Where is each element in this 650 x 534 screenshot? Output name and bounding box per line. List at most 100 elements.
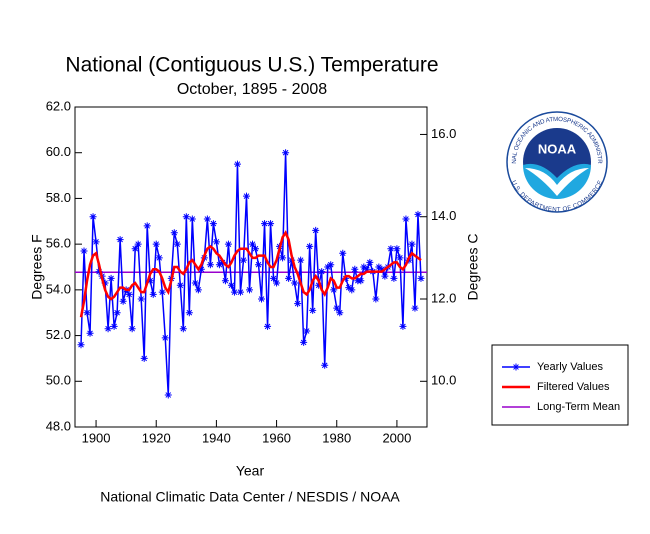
data-point: [348, 286, 356, 294]
data-point: [245, 286, 253, 294]
data-point: [345, 284, 353, 292]
data-point: [236, 288, 244, 296]
data-point: [146, 277, 154, 285]
x-tick-label: 1980: [322, 430, 351, 445]
data-point: [411, 304, 419, 312]
legend-label: Filtered Values: [537, 381, 610, 393]
data-point: [128, 325, 136, 333]
data-point: [273, 279, 281, 287]
y-tick-label: 58.0: [46, 190, 71, 205]
data-point: [212, 238, 220, 246]
data-point: [182, 213, 190, 221]
data-point: [215, 261, 223, 269]
data-point: [113, 309, 121, 317]
y-tick-label: 54.0: [46, 281, 71, 296]
data-point: [104, 325, 112, 333]
legend-marker: [512, 363, 520, 371]
data-point: [255, 261, 263, 269]
data-point: [83, 309, 91, 317]
data-point: [333, 304, 341, 312]
y2-tick-label: 12.0: [431, 290, 456, 305]
data-point: [140, 354, 148, 362]
chart-title: National (Contiguous U.S.) Temperature: [65, 54, 438, 77]
chart-subtitle: October, 1895 - 2008: [177, 81, 327, 98]
data-point: [258, 295, 266, 303]
x-tick-label: 2000: [382, 430, 411, 445]
y2-axis-label: Degrees C: [465, 234, 481, 301]
data-point: [209, 220, 217, 228]
data-point: [336, 309, 344, 317]
y2-tick-label: 14.0: [431, 208, 456, 223]
x-tick-label: 1920: [142, 430, 171, 445]
data-point: [170, 229, 178, 237]
data-point: [95, 268, 103, 276]
data-point: [89, 213, 97, 221]
data-point: [227, 281, 235, 289]
data-point: [161, 334, 169, 342]
data-point: [134, 240, 142, 248]
data-point: [158, 288, 166, 296]
data-point: [197, 265, 205, 273]
y2-tick-label: 16.0: [431, 126, 456, 141]
data-point: [414, 210, 422, 218]
data-point: [143, 222, 151, 230]
data-point: [378, 265, 386, 273]
data-point: [375, 263, 383, 271]
y-axis-label: Degrees F: [29, 234, 45, 299]
data-point: [303, 327, 311, 335]
x-tick-label: 1900: [82, 430, 111, 445]
data-point: [417, 274, 425, 282]
data-point: [242, 192, 250, 200]
legend-label: Yearly Values: [537, 361, 604, 373]
plot-frame: [74, 106, 428, 428]
data-point: [339, 249, 347, 257]
data-point: [264, 322, 272, 330]
data-point: [188, 215, 196, 223]
data-point: [233, 160, 241, 168]
data-point: [249, 240, 257, 248]
data-point: [80, 247, 88, 255]
data-point: [297, 256, 305, 264]
data-point: [381, 272, 389, 280]
data-point: [261, 220, 269, 228]
data-point: [330, 286, 338, 294]
y-tick-label: 48.0: [46, 418, 71, 433]
data-point: [363, 265, 371, 273]
data-point: [92, 238, 100, 246]
data-point: [194, 286, 202, 294]
data-point: [86, 329, 94, 337]
data-point: [176, 281, 184, 289]
data-point: [125, 290, 133, 298]
data-point: [185, 309, 193, 317]
data-point: [239, 256, 247, 264]
y-tick-label: 56.0: [46, 236, 71, 251]
data-point: [218, 258, 226, 266]
data-point: [203, 215, 211, 223]
data-point: [152, 240, 160, 248]
data-point: [396, 254, 404, 262]
legend-box: [491, 344, 629, 426]
data-point: [312, 226, 320, 234]
data-point: [342, 274, 350, 282]
x-axis-label: Year: [236, 463, 265, 479]
data-point: [137, 295, 145, 303]
data-point: [390, 274, 398, 282]
data-point: [119, 297, 127, 305]
data-point: [206, 261, 214, 269]
data-point: [285, 274, 293, 282]
footer: National Climatic Data Center / NESDIS /…: [100, 489, 400, 505]
data-point: [393, 245, 401, 253]
data-point: [309, 306, 317, 314]
data-point: [179, 325, 187, 333]
data-point: [402, 215, 410, 223]
data-point: [77, 341, 85, 349]
y-tick-label: 52.0: [46, 327, 71, 342]
data-point: [252, 245, 260, 253]
data-point: [408, 240, 416, 248]
data-point: [270, 274, 278, 282]
y-tick-label: 60.0: [46, 144, 71, 159]
data-point: [357, 277, 365, 285]
data-point: [351, 265, 359, 273]
data-point: [306, 242, 314, 250]
